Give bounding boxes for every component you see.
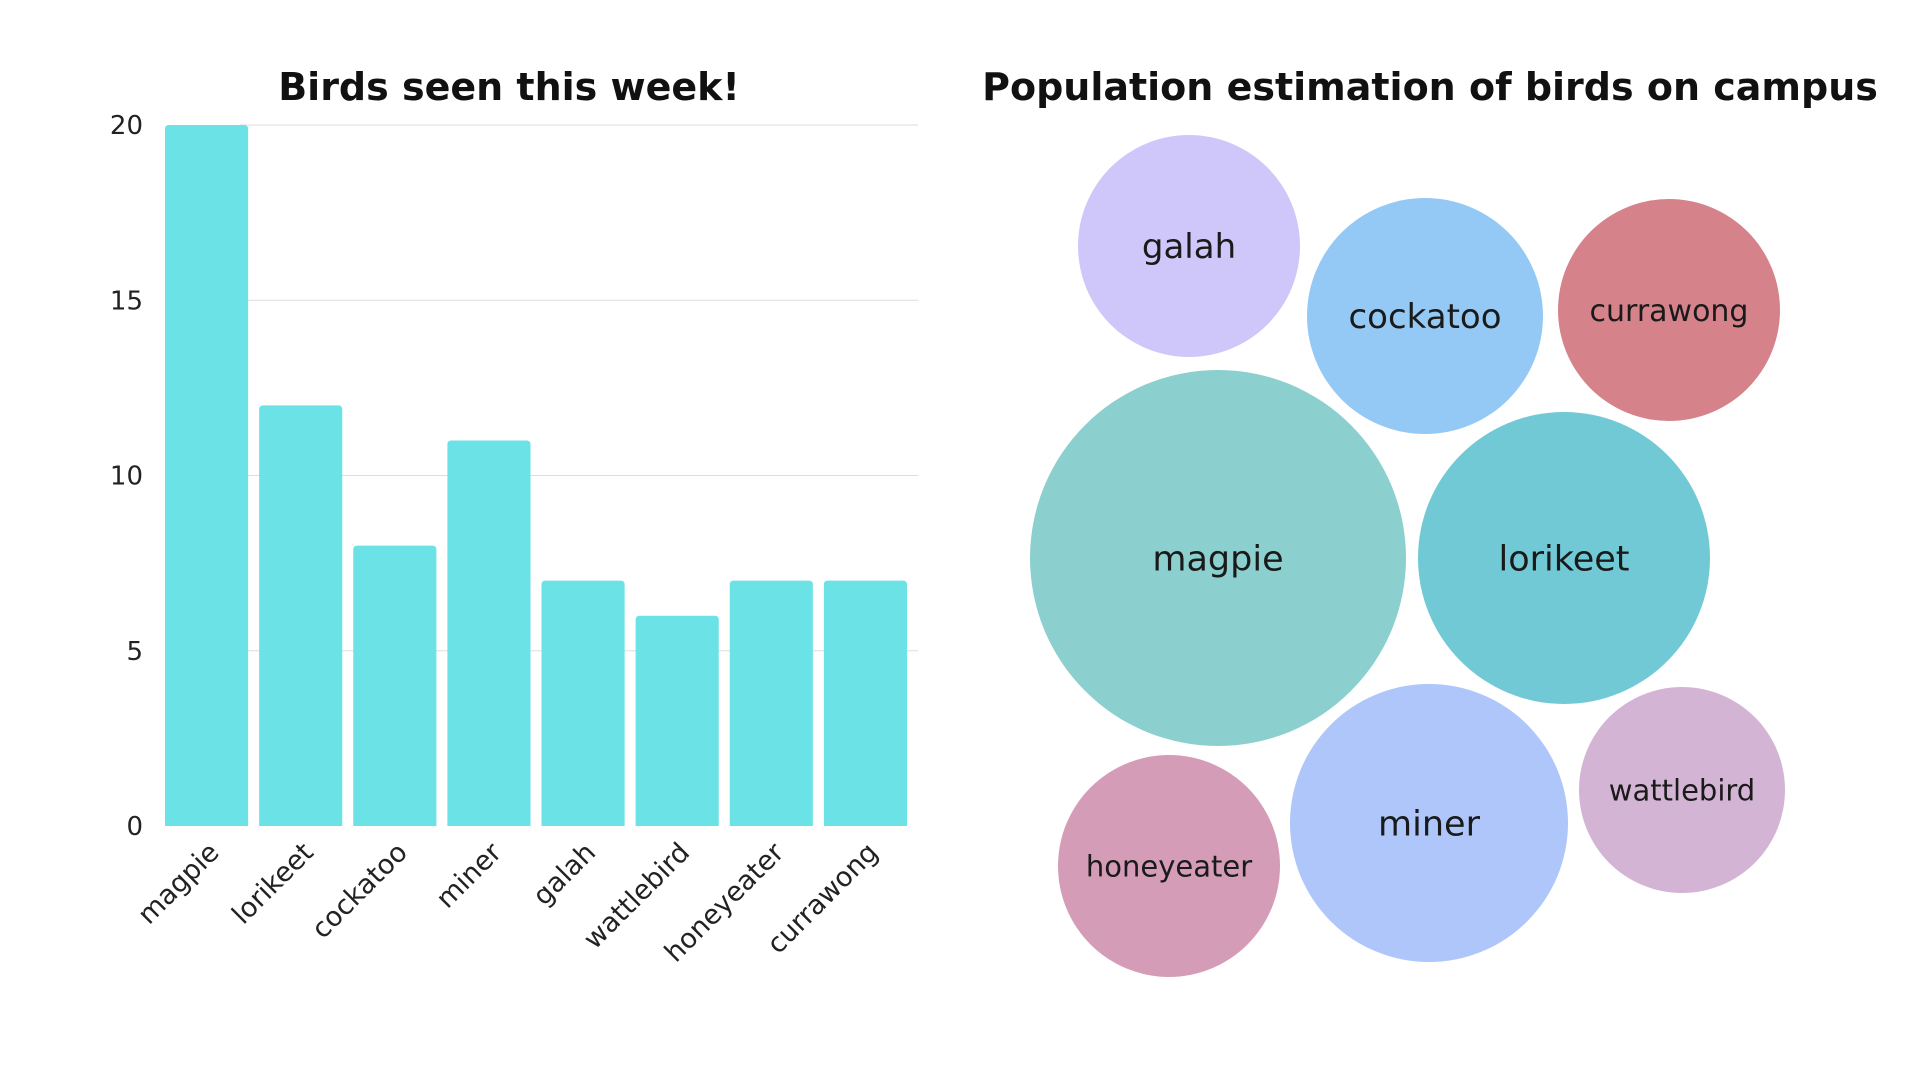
- bubble-currawong: currawong: [1558, 199, 1780, 421]
- bubble-chart-title: Population estimation of birds on campus: [982, 65, 1878, 109]
- bubble-circle: [1078, 135, 1300, 357]
- bubble-circle: [1058, 755, 1280, 977]
- bubble-label: miner: [1378, 805, 1481, 845]
- bubble-label: lorikeet: [1498, 540, 1629, 580]
- bar-chart-title: Birds seen this week!: [278, 65, 740, 109]
- y-tick-label: 0: [126, 812, 143, 842]
- y-tick-label: 5: [126, 637, 143, 667]
- bubble-label: currawong: [1590, 294, 1749, 329]
- bar-magpie: [165, 125, 249, 826]
- bubble-circle: [1290, 684, 1568, 962]
- bubble-label: cockatoo: [1348, 297, 1501, 337]
- y-tick-label: 15: [110, 286, 143, 316]
- bubble-series: galah cockatoo currawong magpie lorikeet hone…: [1030, 135, 1785, 977]
- bubble-label: wattlebird: [1609, 773, 1755, 807]
- bubble-circle: [1558, 199, 1780, 421]
- y-tick-label: 10: [110, 462, 143, 492]
- bubble-honeyeater: honeyeater: [1058, 755, 1280, 977]
- bubble-galah: galah: [1078, 135, 1300, 357]
- bar-lorikeet: [259, 405, 343, 826]
- bubble-circle: [1579, 687, 1785, 893]
- bar-cockatoo: [353, 545, 437, 826]
- bar-honeyeater: [729, 580, 813, 826]
- bubble-label: galah: [1142, 227, 1236, 267]
- bubble-label: magpie: [1152, 540, 1283, 580]
- bubble-circle: [1030, 370, 1406, 746]
- bar-currawong: [823, 580, 907, 826]
- bubble-wattlebird: wattlebird: [1579, 687, 1785, 893]
- bubble-label: honeyeater: [1086, 849, 1252, 883]
- bubble-miner: miner: [1290, 684, 1568, 962]
- bubble-cockatoo: cockatoo: [1307, 198, 1543, 434]
- y-tick-label: 20: [110, 111, 143, 141]
- bar-miner: [447, 440, 531, 826]
- bubble-lorikeet: lorikeet: [1418, 412, 1710, 704]
- bubble-circle: [1307, 198, 1543, 434]
- bar-galah: [541, 580, 625, 826]
- bubble-magpie: magpie: [1030, 370, 1406, 746]
- bar-y-axis: 0 5 10 15 20: [110, 111, 143, 842]
- bar-series: [165, 125, 907, 826]
- bubble-circle: [1418, 412, 1710, 704]
- bar-wattlebird: [635, 615, 719, 826]
